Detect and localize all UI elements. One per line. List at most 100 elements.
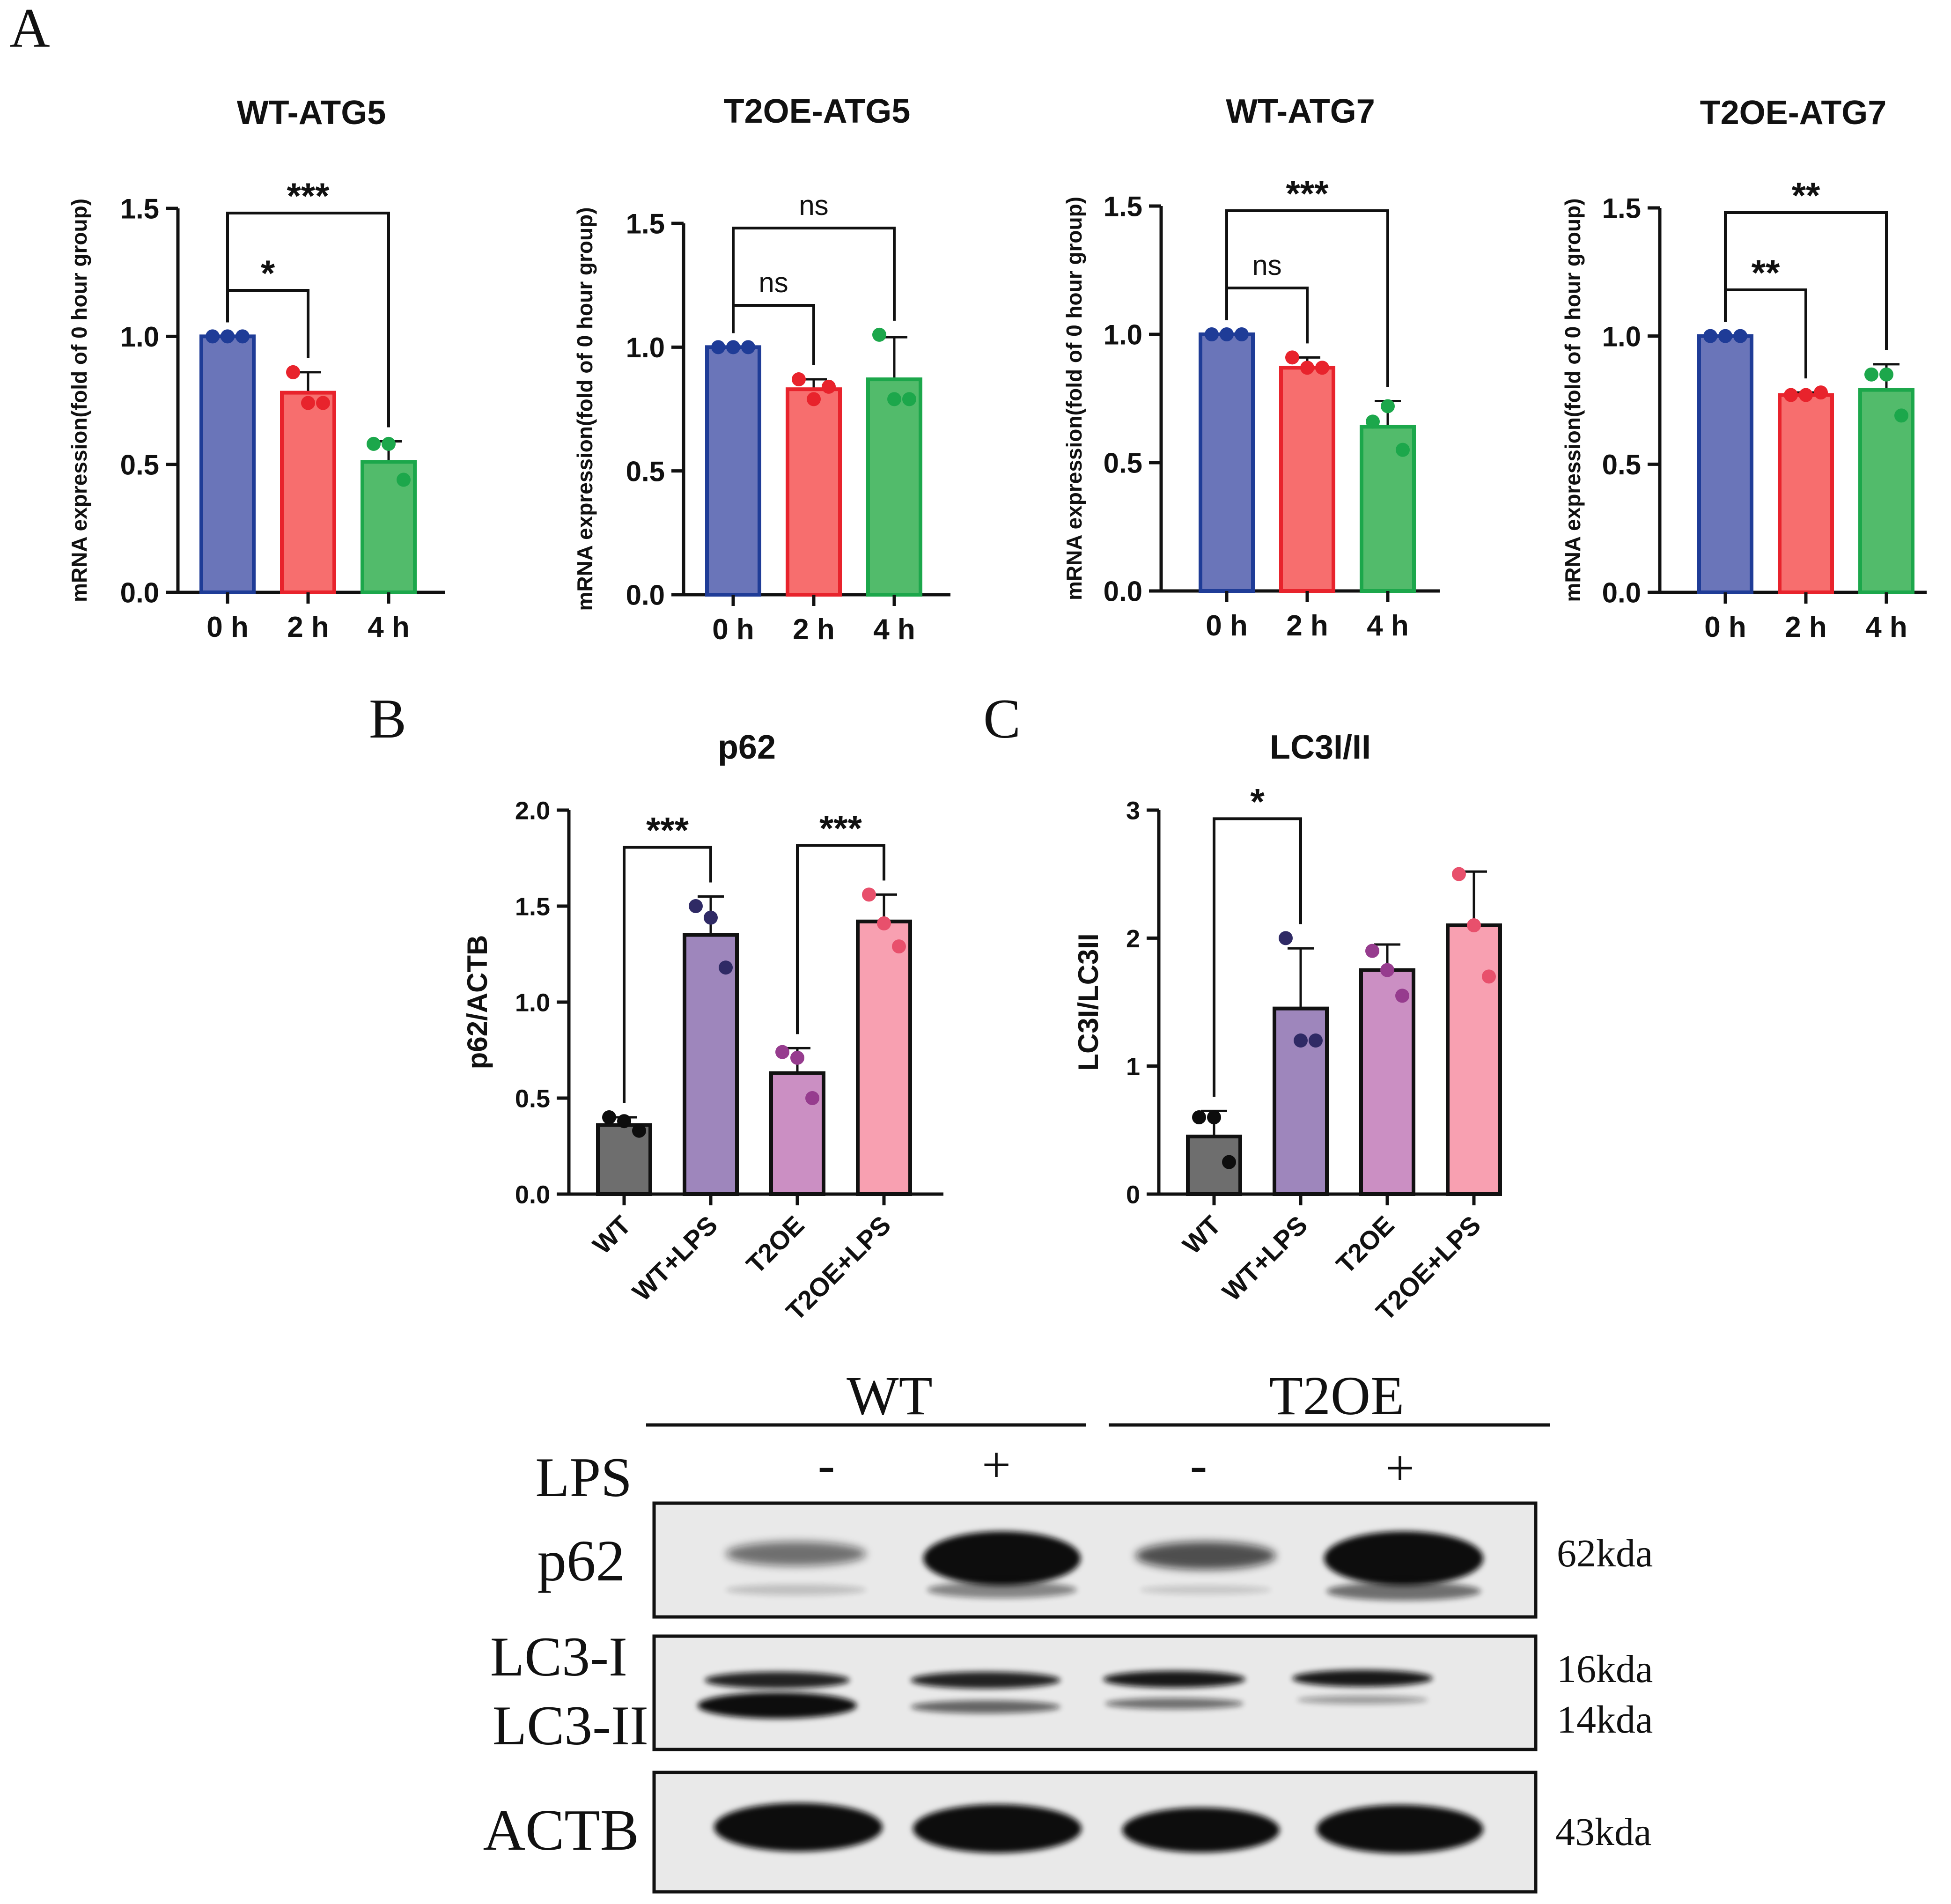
bar	[866, 377, 922, 597]
data-point	[1207, 1110, 1221, 1124]
blot-row-label-actb: ACTB	[483, 1798, 639, 1863]
bar	[769, 1071, 825, 1196]
chart-wt-atg7: WT-ATG7 mRNA expression(fold of 0 hour gr…	[1062, 93, 1440, 642]
data-point	[711, 340, 725, 354]
blot-kda-lc3-ii: 14kda	[1557, 1698, 1653, 1742]
bar	[1359, 968, 1415, 1196]
blot-lps-sign-1: -	[818, 1436, 835, 1493]
x-tick-label: 0 h	[1206, 610, 1248, 642]
y-tick-label: 0.5	[1602, 449, 1641, 480]
x-tick-label: 4 h	[1367, 610, 1409, 642]
significance-bracket	[226, 212, 390, 428]
data-point	[632, 1123, 646, 1138]
chart-title: LC3I/II	[1270, 729, 1371, 766]
data-point	[236, 329, 250, 344]
data-point	[1784, 388, 1798, 402]
data-point	[807, 392, 821, 406]
significance-bracket	[623, 846, 712, 1103]
blot-bands-actb	[714, 1803, 1483, 1853]
x-tick-label: WT	[1177, 1210, 1226, 1260]
data-point	[775, 1045, 789, 1059]
data-point	[1365, 944, 1379, 958]
data-point	[1220, 327, 1234, 341]
blot-lps-sign-4: +	[1385, 1439, 1414, 1497]
y-tick-label: 1.0	[120, 321, 159, 353]
y-axis-label: mRNA expression(fold of 0 hour group)	[67, 199, 91, 602]
y-tick-label: 1.0	[1104, 319, 1142, 351]
data-point	[741, 340, 755, 354]
data-point	[1467, 918, 1481, 932]
data-point	[1309, 1033, 1323, 1048]
y-tick-label: 0.0	[120, 577, 159, 609]
blot-row-label-p62: p62	[537, 1529, 626, 1594]
y-tick-label: 2	[1126, 925, 1140, 953]
panel-letter-a: A	[9, 0, 50, 59]
y-tick-label: 1.0	[515, 989, 550, 1017]
y-tick-label: 2.0	[515, 797, 550, 825]
data-point	[887, 392, 901, 406]
x-tick-label: WT+LPS	[626, 1210, 723, 1306]
data-point	[892, 939, 906, 954]
data-point	[1482, 969, 1496, 984]
significance-label: ns	[799, 190, 828, 221]
data-point	[1395, 989, 1409, 1003]
y-tick-label: 1.5	[626, 208, 665, 240]
significance-bracket	[1225, 209, 1389, 387]
blot-lps-label: LPS	[535, 1446, 632, 1508]
data-point	[301, 396, 315, 410]
significance-bracket	[732, 227, 896, 333]
x-tick-label: T2OE	[1331, 1210, 1400, 1279]
data-point	[1879, 367, 1893, 382]
blot-bands-lc3	[698, 1670, 1433, 1719]
data-point	[286, 365, 300, 379]
chart-title: T2OE-ATG7	[1700, 94, 1887, 132]
y-tick-label: 0.0	[1104, 576, 1142, 607]
data-point	[1381, 399, 1395, 413]
data-point	[397, 472, 411, 487]
data-point	[872, 327, 886, 342]
x-tick-label: 4 h	[1865, 611, 1907, 643]
data-point	[1718, 329, 1732, 343]
data-point	[1222, 1155, 1236, 1169]
chart-t2oe-atg7: T2OE-ATG7 mRNA expression(fold of 0 hour …	[1561, 94, 1927, 643]
chart-wt-atg5: WT-ATG5 mRNA expression(fold of 0 hour gr…	[67, 94, 445, 643]
y-tick-label: 0.0	[515, 1181, 550, 1209]
chart-title: WT-ATG5	[237, 94, 386, 132]
y-tick-label: 1.0	[626, 332, 665, 363]
data-point	[1894, 408, 1908, 423]
y-tick-label: 1	[1126, 1053, 1140, 1081]
x-tick-label: 0 h	[1704, 611, 1746, 643]
blot-row-label-lc3-ii: LC3-II	[493, 1694, 648, 1756]
bar	[683, 933, 739, 1196]
significance-label: ***	[287, 175, 330, 216]
y-tick-label: 1.5	[515, 893, 550, 921]
data-point	[367, 436, 381, 451]
data-point	[1279, 931, 1293, 945]
bar	[1697, 334, 1753, 594]
y-tick-label: 0	[1126, 1181, 1140, 1209]
chart-t2oe-atg5: T2OE-ATG5 mRNA expression(fold of 0 hour …	[573, 93, 950, 646]
data-point	[1396, 443, 1410, 457]
significance-label: ***	[819, 807, 862, 849]
bar	[1279, 366, 1335, 593]
blot-bands-p62	[726, 1531, 1483, 1601]
x-tick-label: 2 h	[1286, 610, 1328, 642]
blot-kda-lc3-i: 16kda	[1557, 1647, 1653, 1691]
panel-letter-b: B	[369, 687, 406, 750]
significance-label: **	[1792, 175, 1820, 216]
blot-strip-lc3	[652, 1634, 1538, 1751]
x-tick-label: 4 h	[368, 611, 410, 643]
significance-label: **	[1752, 252, 1780, 293]
x-tick-label: 2 h	[287, 611, 329, 643]
data-point	[382, 436, 396, 451]
y-axis-label: mRNA expression(fold of 0 hour group)	[573, 207, 597, 611]
x-tick-label: WT+LPS	[1216, 1210, 1313, 1306]
x-tick-label: 2 h	[1785, 611, 1827, 643]
data-point	[617, 1114, 631, 1129]
significance-label: *	[1250, 781, 1265, 822]
western-blot: WT T2OE LPS - + - + p62 62kda	[483, 1365, 1653, 1894]
data-point	[1294, 1033, 1308, 1048]
